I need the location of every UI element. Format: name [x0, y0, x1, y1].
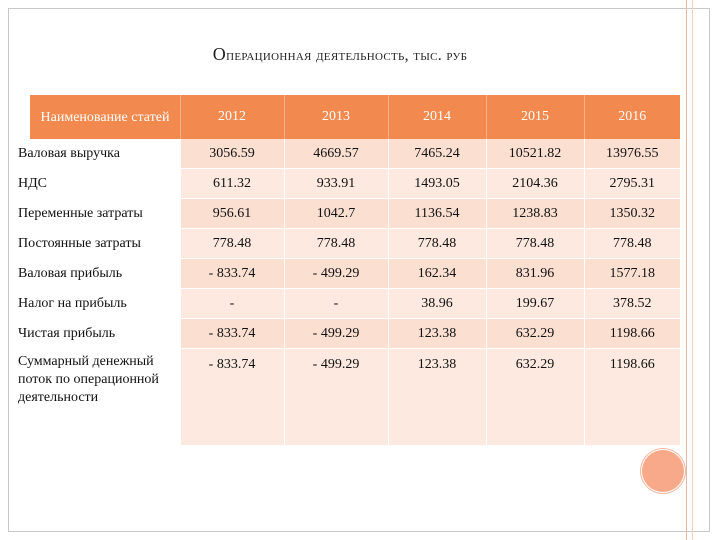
table-row: Постоянные затраты 778.48 778.48 778.48 … — [12, 228, 680, 259]
title-first-letter: О — [212, 44, 227, 64]
header-corner: Наименование статей — [12, 95, 180, 139]
table-cell: 778.48 — [283, 228, 388, 259]
row-label: Валовая выручка — [12, 139, 180, 169]
table-cell: - — [179, 288, 284, 319]
frame-accent-line — [686, 0, 687, 540]
header-year: 2012 — [179, 95, 284, 139]
table-cell: 1493.05 — [387, 168, 486, 199]
header-label: Наименование статей — [30, 95, 180, 139]
table-cell: 3056.59 — [179, 139, 284, 169]
header-year: 2016 — [583, 95, 680, 139]
table-cell: - 499.29 — [283, 318, 388, 349]
table-cell: 1198.66 — [583, 348, 680, 446]
operations-table: Наименование статей 2012 2013 2014 2015 … — [12, 95, 680, 446]
table-cell: 378.52 — [583, 288, 680, 319]
table-cell: 38.96 — [387, 288, 486, 319]
table-cell: 778.48 — [387, 228, 486, 259]
table-cell: 1136.54 — [387, 198, 486, 229]
header-year: 2014 — [387, 95, 486, 139]
table-row: Налог на прибыль - - 38.96 199.67 378.52 — [12, 288, 680, 319]
table-cell: - — [283, 288, 388, 319]
header-year: 2013 — [283, 95, 388, 139]
table-cell: 10521.82 — [485, 139, 584, 169]
table-cell: 632.29 — [485, 348, 584, 446]
table-cell: 1238.83 — [485, 198, 584, 229]
table-cell: 4669.57 — [283, 139, 388, 169]
table-cell: 956.61 — [179, 198, 284, 229]
table-row: Чистая прибыль - 833.74 - 499.29 123.38 … — [12, 318, 680, 349]
table-row: НДС 611.32 933.91 1493.05 2104.36 2795.3… — [12, 168, 680, 199]
table-cell: 778.48 — [583, 228, 680, 259]
row-label: Чистая прибыль — [12, 318, 180, 349]
table-cell: - 499.29 — [283, 258, 388, 289]
table-cell: 2795.31 — [583, 168, 680, 199]
table-cell: - 833.74 — [179, 318, 284, 349]
table-cell: 778.48 — [179, 228, 284, 259]
table-header-row: Наименование статей 2012 2013 2014 2015 … — [12, 95, 680, 139]
row-label: Валовая прибыль — [12, 258, 180, 289]
table-cell: 1042.7 — [283, 198, 388, 229]
table-cell: 933.91 — [283, 168, 388, 199]
table-cell: 123.38 — [387, 348, 486, 446]
table-cell: 611.32 — [179, 168, 284, 199]
row-label: Налог на прибыль — [12, 288, 180, 319]
table-cell: 1198.66 — [583, 318, 680, 349]
row-label: Постоянные затраты — [12, 228, 180, 259]
table-row: Валовая прибыль - 833.74 - 499.29 162.34… — [12, 258, 680, 289]
table-row: Валовая выручка 3056.59 4669.57 7465.24 … — [12, 139, 680, 169]
table-cell: 2104.36 — [485, 168, 584, 199]
table-cell: 1350.32 — [583, 198, 680, 229]
table-cell: 778.48 — [485, 228, 584, 259]
frame-accent-line-2 — [692, 0, 693, 540]
table-cell: 7465.24 — [387, 139, 486, 169]
table-cell: - 499.29 — [283, 348, 388, 446]
table-cell: 831.96 — [485, 258, 584, 289]
row-label: НДС — [12, 168, 180, 199]
header-year: 2015 — [485, 95, 584, 139]
table-cell: 123.38 — [387, 318, 486, 349]
table-cell: 1577.18 — [583, 258, 680, 289]
slide-frame — [8, 8, 710, 532]
row-label: Суммарный денежный поток по операционной… — [12, 348, 180, 446]
table-cell: 162.34 — [387, 258, 486, 289]
decorative-circle — [642, 450, 684, 492]
page-title: Операционная деятельность, тыс. руб — [0, 44, 680, 65]
table-row: Суммарный денежный поток по операционной… — [12, 348, 680, 446]
table-cell: 632.29 — [485, 318, 584, 349]
table-cell: - 833.74 — [179, 348, 284, 446]
table-cell: 13976.55 — [583, 139, 680, 169]
row-label: Переменные затраты — [12, 198, 180, 229]
title-rest: перационная деятельность, тыс. руб — [226, 47, 468, 64]
table-cell: - 833.74 — [179, 258, 284, 289]
table-row: Переменные затраты 956.61 1042.7 1136.54… — [12, 198, 680, 229]
table-cell: 199.67 — [485, 288, 584, 319]
